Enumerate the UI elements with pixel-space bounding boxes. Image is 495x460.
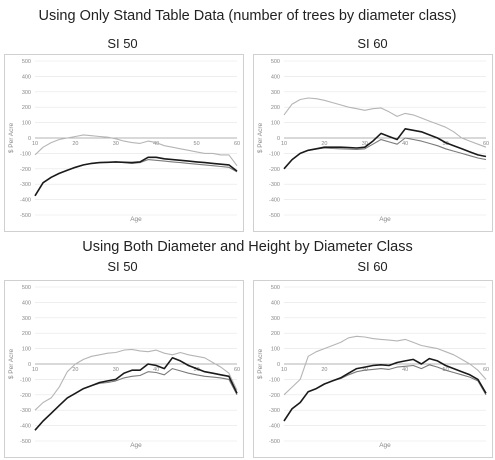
y-tick-label: 400 xyxy=(22,300,31,306)
y-tick-label: -500 xyxy=(269,213,280,219)
y-tick-label: 0 xyxy=(28,362,31,368)
chart-top-right: 500 400 300 200 100 0 -100 -200 -300 -400 -500 10 20… xyxy=(253,54,493,232)
chart-bottom-left: 500 400 300 200 100 0 -100 -200 -300 -400 -500 10 20… xyxy=(4,280,244,458)
x-tick-label: 20 xyxy=(72,367,78,373)
x-tick-label: 10 xyxy=(32,367,38,373)
chart-svg-2: 500 400 300 200 100 0 -100 -200 -300 -400 -500 10 20… xyxy=(8,285,240,449)
x-tick-label: 50 xyxy=(443,141,449,147)
y-tick-label: -500 xyxy=(269,439,280,445)
y-tick-label: -200 xyxy=(269,393,280,399)
y-tick-label: -500 xyxy=(20,439,31,445)
panel-title-top-left: SI 50 xyxy=(107,36,138,51)
panel-title-bottom-right: SI 60 xyxy=(357,259,388,274)
y-tick-label: 0 xyxy=(277,136,280,142)
x-axis-label: Age xyxy=(130,442,142,449)
y-tick-label: 300 xyxy=(271,316,280,322)
y-axis-label: $ Per Acre xyxy=(8,122,15,153)
y-tick-label: -200 xyxy=(20,167,31,173)
y-tick-label: 500 xyxy=(22,285,31,291)
series-line-middle xyxy=(34,156,238,197)
series-line-middle xyxy=(283,357,487,422)
y-tick-label: 100 xyxy=(22,121,31,127)
x-tick-label: 10 xyxy=(281,367,287,373)
x-tick-label: 20 xyxy=(321,367,327,373)
x-tick-label: 60 xyxy=(483,367,489,373)
y-tick-label: 100 xyxy=(22,347,31,353)
series-line-upper xyxy=(34,348,238,411)
series-line-lower xyxy=(283,364,487,422)
y-tick-label: 200 xyxy=(271,105,280,111)
bottom-section-title: Using Both Diameter and Height by Diamet… xyxy=(82,239,413,255)
series-line-upper xyxy=(283,97,487,148)
x-tick-label: 60 xyxy=(234,141,240,147)
y-tick-label: -400 xyxy=(269,198,280,204)
y-tick-label: 300 xyxy=(22,316,31,322)
y-tick-label: 500 xyxy=(22,59,31,65)
y-tick-label: -300 xyxy=(20,182,31,188)
y-tick-label: 100 xyxy=(271,347,280,353)
y-tick-label: -300 xyxy=(269,182,280,188)
x-tick-label: 10 xyxy=(281,141,287,147)
x-tick-label: 30 xyxy=(113,141,119,147)
y-tick-label: 300 xyxy=(271,90,280,96)
x-tick-label: 40 xyxy=(153,141,159,147)
y-tick-label: -300 xyxy=(269,408,280,414)
chart-svg-0: 500 400 300 200 100 0 -100 -200 -300 -400 -500 10 20… xyxy=(8,59,240,223)
series-line-upper xyxy=(283,335,487,396)
y-tick-label: -300 xyxy=(20,408,31,414)
x-tick-label: 60 xyxy=(234,367,240,373)
y-tick-label: -100 xyxy=(20,377,31,383)
y-tick-label: 400 xyxy=(22,74,31,80)
y-tick-label: 200 xyxy=(22,105,31,111)
y-axis-label: $ Per Acre xyxy=(257,122,264,153)
series-line-lower xyxy=(34,159,238,197)
chart-svg-1: 500 400 300 200 100 0 -100 -200 -300 -400 -500 10 20… xyxy=(257,59,489,223)
x-tick-label: 20 xyxy=(321,141,327,147)
x-tick-label: 50 xyxy=(194,367,200,373)
y-axis-label: $ Per Acre xyxy=(8,348,15,379)
x-tick-label: 60 xyxy=(483,141,489,147)
y-tick-label: -100 xyxy=(269,377,280,383)
y-tick-label: 0 xyxy=(28,136,31,142)
y-tick-label: -400 xyxy=(20,198,31,204)
panel-title-top-right: SI 60 xyxy=(357,36,388,51)
x-axis-label: Age xyxy=(130,216,142,223)
x-tick-label: 40 xyxy=(153,367,159,373)
x-tick-label: 10 xyxy=(32,141,38,147)
y-tick-label: 200 xyxy=(22,331,31,337)
y-tick-label: -100 xyxy=(269,151,280,157)
y-tick-label: -100 xyxy=(20,151,31,157)
y-tick-label: 300 xyxy=(22,90,31,96)
y-tick-label: -500 xyxy=(20,213,31,219)
y-tick-label: 100 xyxy=(271,121,280,127)
y-tick-label: 400 xyxy=(271,300,280,306)
panel-title-bottom-left: SI 50 xyxy=(107,259,138,274)
y-tick-label: -200 xyxy=(20,393,31,399)
series-line-middle xyxy=(34,357,238,431)
y-tick-label: 0 xyxy=(277,362,280,368)
y-axis-label: $ Per Acre xyxy=(257,348,264,379)
y-tick-label: 200 xyxy=(271,331,280,337)
chart-svg-3: 500 400 300 200 100 0 -100 -200 -300 -400 -500 10 20… xyxy=(257,285,489,449)
chart-top-left: 500 400 300 200 100 0 -100 -200 -300 -400 -500 10 20… xyxy=(4,54,244,232)
y-tick-label: 500 xyxy=(271,285,280,291)
y-tick-label: -400 xyxy=(269,424,280,430)
series-line-middle xyxy=(283,128,487,170)
chart-bottom-right: 500 400 300 200 100 0 -100 -200 -300 -400 -500 10 20… xyxy=(253,280,493,458)
top-section-title: Using Only Stand Table Data (number of t… xyxy=(38,8,457,24)
x-tick-label: 50 xyxy=(194,141,200,147)
x-tick-label: 40 xyxy=(402,141,408,147)
y-tick-label: -400 xyxy=(20,424,31,430)
x-tick-label: 20 xyxy=(72,141,78,147)
x-tick-label: 30 xyxy=(113,367,119,373)
x-tick-label: 30 xyxy=(362,141,368,147)
y-tick-label: 400 xyxy=(271,74,280,80)
x-axis-label: Age xyxy=(379,442,391,449)
series-line-upper xyxy=(34,134,238,167)
x-axis-label: Age xyxy=(379,216,391,223)
x-tick-label: 40 xyxy=(402,367,408,373)
y-tick-label: 500 xyxy=(271,59,280,65)
y-tick-label: -200 xyxy=(269,167,280,173)
